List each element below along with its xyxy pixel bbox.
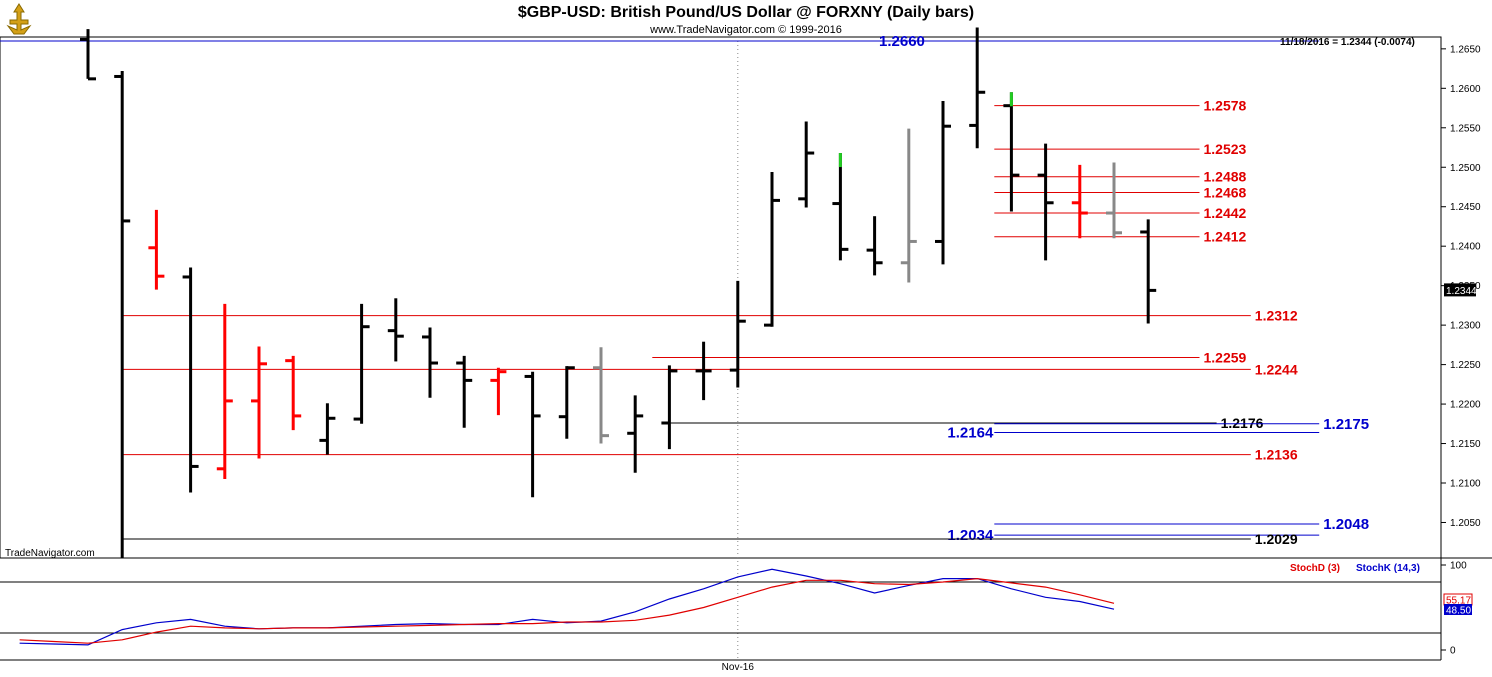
chart-title: $GBP-USD: British Pound/US Dollar @ FORX… xyxy=(518,4,974,21)
ohlc-bar xyxy=(900,128,917,283)
stoch-d-line xyxy=(19,577,1115,644)
price-tick-label: 1.2300 xyxy=(1450,321,1481,332)
ohlc-bar xyxy=(319,403,336,455)
ohlc-bar xyxy=(593,347,609,444)
watermark: TradeNavigator.com xyxy=(5,548,95,559)
ohlc-bar xyxy=(832,153,849,261)
ohlc-bar xyxy=(182,267,199,493)
ohlc-bar xyxy=(558,366,575,439)
ohlc-bars xyxy=(80,27,1157,558)
level-label: 1.2578 xyxy=(1204,98,1247,114)
price-tick-label: 1.2600 xyxy=(1450,84,1481,95)
level-label: 1.2175 xyxy=(1323,416,1369,433)
price-tick-label: 1.2100 xyxy=(1450,479,1481,490)
ohlc-bar xyxy=(1071,164,1088,239)
last-bar-info: 11/18/2016 = 1.2344 (-0.0074) xyxy=(1280,37,1415,48)
level-label: 1.2488 xyxy=(1204,169,1247,185)
stochastic-panel: 100 0 StochD (3) StochK (14,3) 55.17 48.5… xyxy=(0,561,1473,661)
price-tick-label: 1.2200 xyxy=(1450,400,1481,411)
stoch-d-legend: StochD (3) xyxy=(1290,563,1340,574)
app-logo xyxy=(0,0,38,36)
ohlc-bar xyxy=(422,327,438,398)
price-tick-label: 1.2550 xyxy=(1450,123,1481,134)
stoch-d-value: 55.17 xyxy=(1446,596,1471,607)
ohlc-bar xyxy=(1003,92,1020,212)
ohlc-bar xyxy=(935,100,951,265)
ohlc-bar xyxy=(1037,143,1054,261)
ohlc-bar xyxy=(387,298,404,362)
level-label: 1.2442 xyxy=(1204,205,1247,221)
ohlc-bar xyxy=(1140,219,1157,324)
ohlc-bar xyxy=(353,303,370,424)
ohlc-bar xyxy=(969,27,986,149)
price-tick-label: 1.2450 xyxy=(1450,202,1481,213)
ohlc-bar xyxy=(114,70,131,558)
ohlc-bar xyxy=(1106,162,1122,239)
ohlc-bar xyxy=(251,346,267,459)
level-label: 1.2136 xyxy=(1255,447,1298,463)
level-label: 1.2164 xyxy=(947,424,994,441)
price-tick-label: 1.2150 xyxy=(1450,439,1481,450)
ohlc-bar xyxy=(216,303,233,480)
ohlc-bar xyxy=(524,371,541,498)
level-label: 1.2034 xyxy=(947,527,994,544)
last-price-badge: 1.2344 xyxy=(1444,283,1477,297)
stoch-tick-label: 0 xyxy=(1450,646,1456,657)
stoch-k-line xyxy=(19,568,1115,646)
chart-subtitle: www.TradeNavigator.com © 1999-2016 xyxy=(649,24,842,36)
price-tick-label: 1.2050 xyxy=(1450,518,1481,529)
ohlc-bar xyxy=(80,29,96,81)
ohlc-bar xyxy=(661,365,678,450)
x-axis-label-nov-16: Nov-16 xyxy=(722,662,755,673)
level-label: 1.2029 xyxy=(1255,531,1298,547)
level-label: 1.2468 xyxy=(1204,185,1247,201)
svg-text:1.2344: 1.2344 xyxy=(1446,286,1477,297)
ohlc-bar xyxy=(695,341,712,401)
stoch-k-value: 48.50 xyxy=(1446,606,1471,617)
ohlc-bar xyxy=(490,367,507,416)
ohlc-bar xyxy=(764,171,780,327)
ohlc-bar xyxy=(866,216,883,276)
level-label: 1.2244 xyxy=(1255,361,1298,377)
stoch-k-legend: StochK (14,3) xyxy=(1356,563,1420,574)
level-label: 1.2412 xyxy=(1204,229,1247,245)
ohlc-bar xyxy=(798,121,815,208)
price-tick-label: 1.2400 xyxy=(1450,242,1481,253)
price-tick-label: 1.2250 xyxy=(1450,360,1481,371)
level-label: 1.2523 xyxy=(1204,141,1247,157)
ohlc-bar xyxy=(729,280,746,388)
level-label: 1.2259 xyxy=(1204,349,1247,365)
ohlc-bar xyxy=(456,355,473,428)
price-tick-label: 1.2650 xyxy=(1450,44,1481,55)
level-label: 1.2176 xyxy=(1221,415,1264,431)
level-label: 1.2048 xyxy=(1323,516,1369,533)
ohlc-bar xyxy=(148,209,165,290)
ohlc-bar xyxy=(627,395,644,473)
price-tick-label: 1.2500 xyxy=(1450,163,1481,174)
level-label: 1.2312 xyxy=(1255,308,1298,324)
stoch-tick-label: 100 xyxy=(1450,561,1467,572)
ohlc-bar xyxy=(285,355,302,431)
level-label: 1.2660 xyxy=(879,33,925,50)
